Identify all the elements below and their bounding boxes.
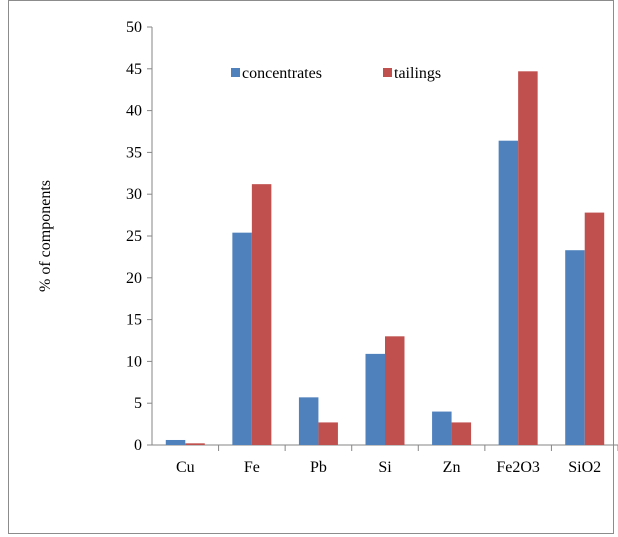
bar-tailings-Fe	[251, 184, 272, 445]
legend-label-tailings: tailings	[394, 65, 441, 82]
x-tick-label: Zn	[443, 459, 461, 476]
bar-concentrates-Fe2O3	[498, 140, 519, 446]
x-tick-label: Pb	[310, 459, 327, 476]
y-axis-label: % of components	[37, 180, 54, 292]
x-axis: Cu Fe Pb Si Zn Fe2O3 SiO2	[152, 444, 618, 476]
y-tick-label: 45	[126, 61, 142, 78]
legend-label-concentrates: concentrates	[242, 65, 322, 82]
bar-concentrates-SiO2	[565, 250, 585, 445]
legend-swatch-tailings	[383, 68, 392, 77]
y-tick-label: 25	[126, 228, 142, 245]
legend: concentrates tailings	[231, 65, 441, 82]
legend-swatch-concentrates	[231, 68, 240, 77]
y-tick-label: 50	[126, 19, 142, 36]
y-tick-label: 40	[126, 103, 142, 120]
x-tick-label: Fe	[244, 459, 260, 476]
bar-concentrates-Cu	[165, 439, 186, 445]
y-tick-label: 15	[126, 312, 142, 329]
y-tick-label: 35	[126, 144, 142, 161]
bar-concentrates-Fe	[232, 232, 252, 445]
bar-concentrates-Si	[365, 353, 385, 445]
bar-concentrates-Pb	[298, 397, 319, 445]
bar-tailings-Pb	[318, 422, 338, 445]
x-tick-label: Fe2O3	[496, 459, 540, 476]
y-tick-label: 0	[134, 437, 142, 454]
x-tick-label: Si	[378, 459, 392, 476]
y-tick-label: 5	[134, 395, 142, 412]
bar-tailings-Zn	[451, 422, 472, 445]
bar-tailings-Fe2O3	[518, 71, 538, 446]
bars	[165, 71, 605, 446]
y-axis: 0 5 10 15 20 25 30 35 40 45 50	[126, 19, 153, 454]
bar-tailings-Si	[385, 336, 405, 445]
bar-concentrates-Zn	[432, 411, 452, 445]
x-tick-label: SiO2	[568, 459, 601, 476]
y-tick-label: 20	[126, 270, 142, 287]
y-tick-label: 10	[126, 353, 142, 370]
x-tick-label: Cu	[176, 459, 195, 476]
y-tick-label: 30	[126, 186, 142, 203]
bar-tailings-SiO2	[584, 212, 605, 445]
bar-tailings-Cu	[185, 443, 205, 445]
